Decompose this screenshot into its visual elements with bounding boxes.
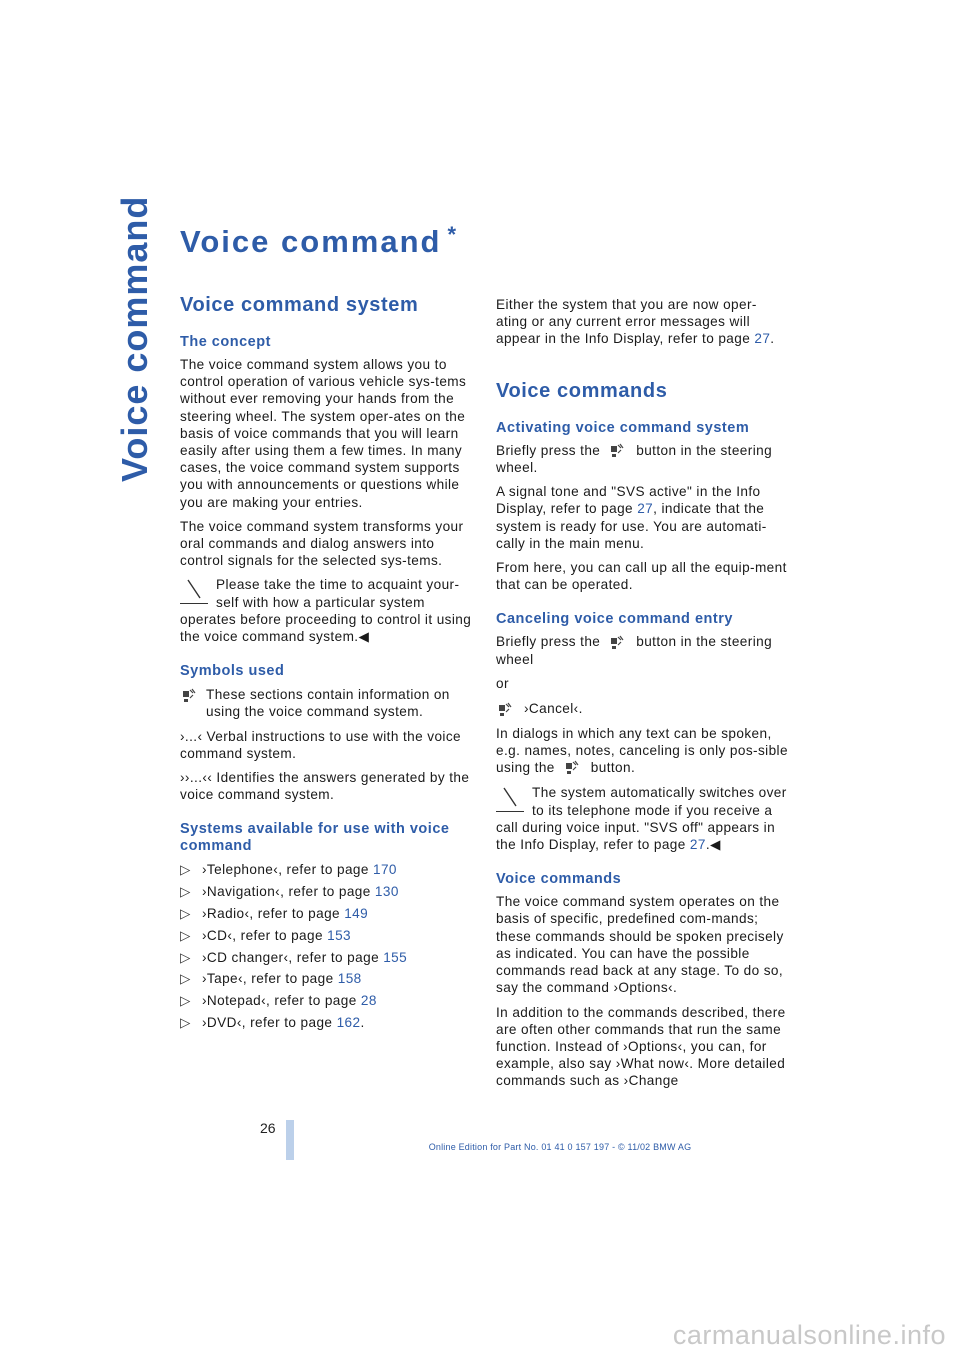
list-item-text: ›Telephone‹, refer to page bbox=[202, 862, 374, 878]
left-column: Voice command system The concept The voi… bbox=[180, 292, 472, 1031]
list-item: ▷ ›CD‹, refer to page 153 bbox=[180, 927, 472, 944]
bullet-icon: ▷ bbox=[180, 862, 191, 878]
canceling-paragraph: Briefly press the button in the steering … bbox=[496, 633, 788, 668]
page-link[interactable]: 130 bbox=[374, 884, 399, 900]
briefly-text: Briefly press the bbox=[496, 634, 601, 650]
page-link[interactable]: 27 bbox=[637, 501, 654, 517]
page-number: 26 bbox=[260, 1120, 276, 1136]
cancel-command: ›Cancel‹. bbox=[496, 700, 788, 717]
microphone-icon bbox=[563, 760, 583, 776]
page-title-text: Voice command bbox=[180, 224, 442, 259]
list-item-text: ›Notepad‹, refer to page bbox=[202, 993, 361, 1009]
watermark: carmanualsonline.info bbox=[672, 1320, 946, 1350]
symbols-answers: ››...‹‹ Identifies the answers generated… bbox=[180, 770, 470, 803]
page-title: Voice command * bbox=[180, 222, 458, 260]
list-item: ▷ ›Radio‹, refer to page 149 bbox=[180, 905, 472, 922]
operates-paragraph: The voice command system operates on the… bbox=[496, 894, 784, 996]
heading-voice-commands-sub: Voice commands bbox=[496, 871, 622, 888]
note-icon bbox=[496, 784, 524, 813]
microphone-icon bbox=[180, 688, 200, 704]
briefly-text-2: button in the steering wheel bbox=[496, 634, 773, 667]
side-tab-label: Voice command bbox=[114, 195, 155, 482]
page-link[interactable]: 162 bbox=[336, 1015, 361, 1031]
footer: Online Edition for Part No. 01 41 0 157 … bbox=[0, 1142, 960, 1152]
dialogs-text-2: button. bbox=[590, 760, 636, 776]
concept-paragraph-1: The voice command system allows you to c… bbox=[180, 357, 467, 510]
end-mark: ◀ bbox=[358, 629, 370, 645]
page-link[interactable]: 28 bbox=[360, 993, 377, 1009]
symbols-mic-row: These sections contain information on us… bbox=[180, 686, 472, 720]
bullet-icon: ▷ bbox=[180, 993, 191, 1009]
symbols-mic-text: These sections contain information on us… bbox=[206, 687, 450, 720]
page-link[interactable]: 27 bbox=[754, 331, 771, 347]
symbols-verbal: ›...‹ Verbal instructions to use with th… bbox=[180, 728, 461, 761]
page-link[interactable]: 153 bbox=[327, 927, 351, 943]
list-item: ▷ ›Notepad‹, refer to page 28 bbox=[180, 992, 472, 1009]
from-here-paragraph: From here, you can call up all the equip… bbox=[496, 560, 787, 593]
heading-systems-available: Systems available for use with voice com… bbox=[180, 821, 450, 855]
briefly-text: Briefly press the bbox=[496, 442, 601, 458]
signal-paragraph: A signal tone and "SVS active" in the In… bbox=[496, 483, 788, 552]
bullet-icon: ▷ bbox=[180, 971, 191, 987]
side-tab: Voice command bbox=[110, 196, 156, 492]
bullet-icon: ▷ bbox=[180, 884, 191, 900]
note-icon bbox=[180, 576, 208, 605]
concept-paragraph-2: The voice command system transforms your… bbox=[180, 518, 464, 569]
addition-paragraph: In addition to the commands described, t… bbox=[496, 1004, 786, 1089]
end-mark: ◀ bbox=[710, 837, 721, 853]
dialogs-text: In dialogs in which any text can be spok… bbox=[496, 725, 788, 776]
title-star: * bbox=[447, 222, 458, 247]
systems-list: ▷ ›Telephone‹, refer to page 170 ▷ ›Naviga… bbox=[180, 861, 472, 1031]
list-item-text: ›Navigation‹, refer to page bbox=[202, 884, 375, 900]
note-acquaint-text: Please take the time to acquaint your-se… bbox=[180, 577, 472, 645]
cancel-text: ›Cancel‹. bbox=[524, 701, 583, 717]
signal-text: A signal tone and "SVS active" in the In… bbox=[496, 484, 761, 517]
list-item: ▷ ›DVD‹, refer to page 162. bbox=[180, 1015, 365, 1031]
either-text: Either the system that you are now oper-… bbox=[496, 297, 757, 347]
note-acquaint: Please take the time to acquaint your-se… bbox=[180, 576, 472, 645]
note-telephone: The system automatically switches over t… bbox=[496, 784, 787, 853]
page-link[interactable]: 170 bbox=[373, 862, 397, 878]
list-item-text: ›DVD‹, refer to page bbox=[202, 1015, 337, 1031]
bullet-icon: ▷ bbox=[180, 906, 191, 922]
list-item-text: ›CD changer‹, refer to page bbox=[202, 949, 384, 965]
footer-text: Online Edition for Part No. 01 41 0 157 … bbox=[428, 1142, 692, 1152]
or-text: or bbox=[496, 676, 509, 692]
list-item: ▷ ›CD changer‹, refer to page 155 bbox=[180, 949, 472, 966]
list-item-text: ›CD‹, refer to page bbox=[202, 927, 328, 943]
heading-canceling: Canceling voice command entry bbox=[496, 611, 733, 628]
list-item-text: ›Radio‹, refer to page bbox=[202, 906, 345, 922]
microphone-icon bbox=[496, 702, 516, 718]
briefly-text-2: button in the steering wheel. bbox=[496, 442, 773, 476]
activating-paragraph: Briefly press the button in the steering … bbox=[496, 442, 788, 477]
list-item: ▷ ›Navigation‹, refer to page 130 bbox=[180, 883, 472, 900]
heading-voice-command-system: Voice command system bbox=[180, 294, 419, 316]
either-paragraph: Either the system that you are now oper-… bbox=[496, 297, 775, 347]
heading-the-concept: The concept bbox=[180, 334, 271, 350]
list-item: ▷ ›Telephone‹, refer to page 170 bbox=[180, 861, 472, 878]
page-link[interactable]: 27 bbox=[689, 837, 706, 853]
heading-symbols-used: Symbols used bbox=[180, 663, 285, 680]
list-item: ▷ ›Tape‹, refer to page 158 bbox=[180, 970, 472, 987]
page-link[interactable]: 155 bbox=[383, 949, 408, 965]
bullet-icon: ▷ bbox=[180, 949, 191, 965]
page-rule bbox=[286, 1120, 294, 1160]
heading-voice-commands: Voice commands bbox=[496, 379, 668, 402]
heading-activating: Activating voice command system bbox=[496, 419, 750, 436]
microphone-icon bbox=[608, 635, 628, 651]
page-link[interactable]: 149 bbox=[344, 906, 369, 922]
dialogs-paragraph: In dialogs in which any text can be spok… bbox=[496, 725, 788, 777]
list-item-text: ›Tape‹, refer to page bbox=[202, 971, 338, 987]
note-telephone-text: The system automatically switches over t… bbox=[496, 785, 787, 853]
page-link[interactable]: 158 bbox=[337, 971, 362, 987]
bullet-icon: ▷ bbox=[180, 927, 191, 943]
right-column: Either the system that you are now oper-… bbox=[496, 292, 788, 1090]
signal-text-2: , indicate that the system is ready for … bbox=[496, 501, 767, 551]
bullet-icon: ▷ bbox=[180, 1015, 191, 1031]
microphone-icon bbox=[608, 443, 628, 459]
